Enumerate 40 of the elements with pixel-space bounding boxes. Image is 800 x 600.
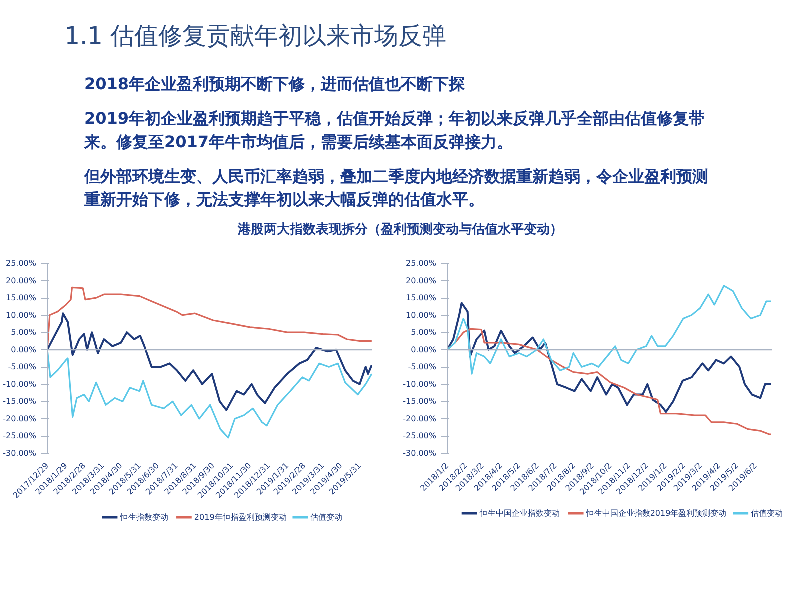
text: 港股两大指数表现拆分（盈利预测变动与估值水平变动）: [237, 222, 563, 238]
y-tick-label: 0.00%: [411, 345, 437, 354]
y-tick-label: -5.00%: [408, 362, 437, 372]
text: 2019年初企业盈利预期趋于平稳，估值开始反弹；年初以来反弹几乎全部由估值修复带来。修复至2017年牛市均值后，需要后续基本面反弹接力。: [84, 109, 706, 152]
line-series: [448, 302, 772, 414]
text: 1.1 估值修复贡献年初以来市场反弹: [64, 22, 447, 50]
y-tick-label: 10.00%: [406, 310, 437, 320]
y-tick-label: 25.00%: [406, 259, 437, 268]
line-series: [448, 285, 772, 375]
text: 2018年企业盈利预期不断下修，进而估值也不断下探: [84, 74, 466, 94]
y-tick-label: 20.00%: [6, 276, 37, 286]
y-tick-label: -10.00%: [403, 380, 437, 389]
y-tick-label: -15.00%: [3, 397, 37, 406]
legend-label: 恒生中国企业指数变动: [478, 509, 560, 518]
y-tick-label: 20.00%: [406, 276, 437, 286]
legend-label: 恒生中国企业指数2019年盈利预测变动: [585, 509, 727, 518]
y-tick-label: -20.00%: [403, 414, 437, 424]
legend-label: 估值变动: [751, 509, 784, 518]
y-tick-label: -25.00%: [3, 432, 37, 441]
y-tick-label: 15.00%: [406, 294, 437, 303]
y-tick-label: -15.00%: [403, 397, 437, 406]
y-tick-label: -10.00%: [3, 380, 37, 389]
line-series: [48, 286, 372, 351]
legend-label: 恒生指数变动: [119, 513, 168, 522]
line-series: [48, 312, 372, 412]
y-tick-label: -5.00%: [8, 362, 37, 372]
legend-label: 估值变动: [310, 513, 343, 522]
y-tick-label: 10.00%: [6, 310, 37, 320]
y-tick-label: 25.00%: [6, 259, 37, 268]
text: 但外部环境生变、人民币汇率趋弱，叠加二季度内地经济数据重新趋弱，令企业盈利预测重新开始下修，无法支撑年初以来大幅反弹的估值水平。: [84, 166, 708, 209]
line-series: [48, 349, 372, 439]
y-tick-label: -25.00%: [403, 432, 437, 441]
y-tick-label: 5.00%: [11, 328, 37, 338]
y-tick-label: 15.00%: [6, 294, 37, 303]
y-tick-label: -30.00%: [3, 449, 37, 458]
y-tick-label: -30.00%: [403, 449, 437, 458]
y-tick-label: 5.00%: [411, 328, 437, 338]
y-tick-label: 0.00%: [11, 345, 37, 354]
y-tick-label: -20.00%: [3, 414, 37, 424]
legend-label: 2019年恒指盈利预测变动: [194, 513, 287, 522]
